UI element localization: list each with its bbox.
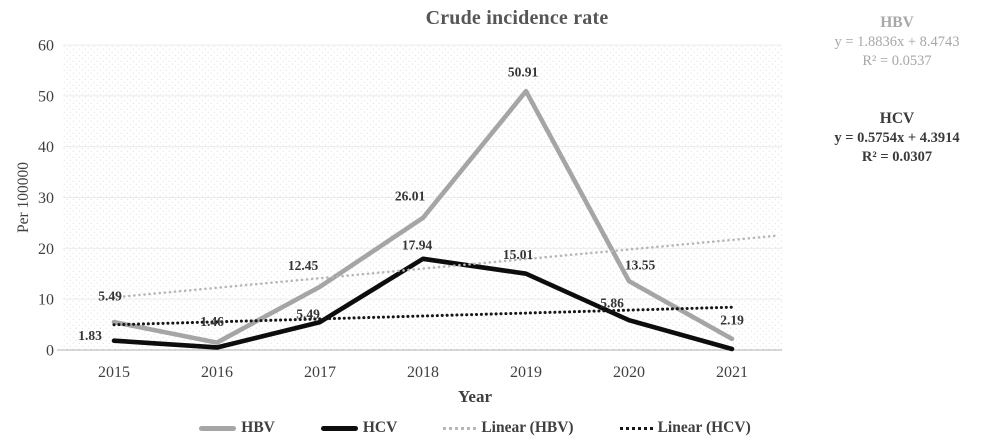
hcv-trendline-annotation: HCV y = 0.5754x + 4.3914 R² = 0.0307 <box>795 109 999 167</box>
hbv-r-squared: R² = 0.0537 <box>862 53 932 69</box>
x-axis-title: Year <box>458 387 492 406</box>
legend-dotted-swatch <box>443 426 477 430</box>
x-tick-label: 2016 <box>201 364 233 381</box>
legend: HBV HCV Linear (HBV) Linear (HCV) <box>75 419 875 437</box>
legend-item-hbv: HBV <box>199 419 275 437</box>
data-label-hcv-2020: 5.86 <box>600 296 624 311</box>
y-tick-label: 50 <box>38 88 54 105</box>
data-label-hbv-2019: 50.91 <box>508 65 539 80</box>
x-tick-label: 2018 <box>407 364 439 381</box>
hbv-line <box>111 88 735 345</box>
hcv-r-squared: R² = 0.0307 <box>861 149 933 165</box>
legend-item-linear-hcv: Linear (HCV) <box>619 419 751 437</box>
legend-item-linear-hbv: Linear (HBV) <box>443 419 574 437</box>
x-tick-label: 2015 <box>98 364 130 381</box>
data-label-hbv-2021: 2.19 <box>720 312 744 327</box>
data-label-hbv-2017: 12.45 <box>288 258 319 273</box>
legend-label: HCV <box>362 419 398 436</box>
legend-label: Linear (HBV) <box>481 419 574 436</box>
linear-hcv-trendline <box>112 305 734 327</box>
y-tick-label: 0 <box>46 343 54 360</box>
hbv-equation: y = 1.8836x + 8.4743 <box>834 34 960 50</box>
x-tick-label: 2017 <box>304 364 336 381</box>
x-tick-label: 2020 <box>613 364 645 381</box>
legend-item-hcv: HCV <box>320 419 398 437</box>
legend-label: HBV <box>241 419 275 436</box>
y-tick-label: 60 <box>38 38 54 55</box>
y-tick-label: 40 <box>38 139 54 156</box>
x-tick-label: 2021 <box>716 364 748 381</box>
data-label-hbv-2016: 1.46 <box>200 314 224 329</box>
linear-hbv-trendline <box>112 234 780 299</box>
y-tick-label: 10 <box>38 292 54 309</box>
hcv-line <box>111 256 735 352</box>
chart-title: Crude incidence rate <box>425 7 609 29</box>
legend-label: Linear (HCV) <box>657 419 751 436</box>
legend-dotted-swatch <box>619 426 653 430</box>
hbv-trendline-annotation: HBV y = 1.8836x + 8.4743 R² = 0.0537 <box>795 13 999 71</box>
data-label-hbv-2020: 13.55 <box>625 258 656 273</box>
x-tick-label: 2019 <box>510 364 542 381</box>
y-axis-title: Per 100000 <box>15 161 32 234</box>
hcv-annotation-title: HCV <box>879 110 915 127</box>
legend-line-swatch <box>320 425 358 431</box>
hcv-equation: y = 0.5754x + 4.3914 <box>834 130 960 146</box>
y-tick-label: 20 <box>38 241 54 258</box>
data-label-hcv-2015: 1.83 <box>78 328 102 343</box>
legend-line-swatch <box>199 425 237 431</box>
data-label-hbv-2018: 26.01 <box>395 188 426 203</box>
y-tick-label: 30 <box>38 190 54 207</box>
data-label-hbv-2015: 5.49 <box>98 289 122 304</box>
data-label-hcv-2019: 15.01 <box>503 247 534 262</box>
data-label-hcv-2017: 5.49 <box>296 307 320 322</box>
data-label-hcv-2018: 17.94 <box>402 237 433 252</box>
hbv-annotation-title: HBV <box>880 14 914 31</box>
